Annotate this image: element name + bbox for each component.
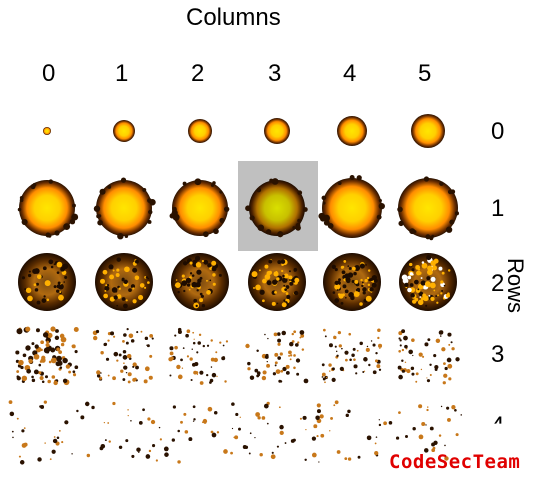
row-label-1: 1 (491, 195, 505, 222)
explosion-frame-r4-c2 (163, 402, 239, 464)
explosion-frame-r2-c2 (171, 253, 229, 311)
explosion-frame-r4-c3 (238, 401, 317, 461)
explosion-frame-r2-c0 (18, 253, 76, 311)
explosion-frame-r1-c4 (318, 174, 385, 238)
row-label-3: 3 (491, 341, 505, 368)
column-label-5: 5 (418, 60, 432, 87)
column-label-0: 0 (42, 60, 56, 87)
explosion-frame-r3-c5 (397, 329, 460, 385)
explosion-frame-r0-c2 (188, 119, 212, 143)
explosion-frame-r1-c2 (169, 178, 230, 238)
row-label-2: 2 (491, 270, 505, 297)
explosion-frame-r4-c5 (388, 404, 463, 461)
column-label-3: 3 (268, 60, 282, 87)
explosion-frame-r2-c3 (248, 253, 306, 311)
explosion-frame-r2-c5 (399, 253, 457, 311)
explosion-frame-r3-c3 (245, 330, 309, 384)
explosion-frame-r0-c0 (43, 127, 51, 135)
explosion-frame-r4-c0 (8, 400, 85, 465)
explosion-frame-r3-c4 (321, 328, 383, 384)
column-label-2: 2 (191, 60, 205, 87)
column-label-4: 4 (343, 60, 357, 87)
explosion-frame-r2-c4 (323, 253, 381, 311)
watermark-text: CodeSecTeam (389, 451, 521, 473)
explosion-frame-r0-c4 (337, 116, 367, 146)
explosion-frame-r0-c3 (264, 118, 290, 144)
explosion-frame-r4-c4 (311, 400, 387, 463)
columns-title: Columns (186, 4, 281, 31)
explosion-frame-r3-c2 (168, 327, 229, 385)
explosion-frame-r1-c0 (17, 179, 79, 238)
row-label-4: 4 (491, 412, 505, 439)
explosion-frame-r3-c0 (15, 326, 79, 386)
column-label-1: 1 (115, 60, 129, 87)
row-label-0: 0 (491, 118, 505, 145)
explosion-frame-r1-c3 (245, 178, 308, 238)
explosion-frame-r4-c1 (84, 401, 162, 462)
explosion-frame-r3-c1 (92, 328, 154, 384)
explosion-frame-r0-c1 (113, 120, 135, 142)
explosion-frame-r0-c5 (411, 114, 445, 148)
explosion-frame-r1-c5 (397, 176, 459, 241)
explosion-frame-r2-c1 (95, 253, 153, 311)
explosion-frame-r1-c1 (93, 177, 156, 240)
